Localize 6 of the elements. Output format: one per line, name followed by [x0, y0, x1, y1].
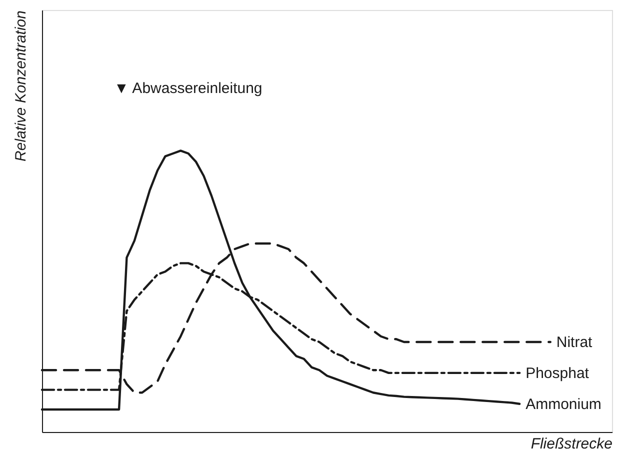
y-axis-title: Relative Konzentration: [12, 10, 30, 162]
x-axis-title: Fließstrecke: [530, 436, 612, 452]
text: ▼ Abwassereinleitung: [114, 80, 262, 97]
series-label: Ammonium: [526, 396, 602, 413]
series-label: Nitrat: [556, 334, 594, 351]
series-label: Phosphat: [526, 364, 590, 382]
